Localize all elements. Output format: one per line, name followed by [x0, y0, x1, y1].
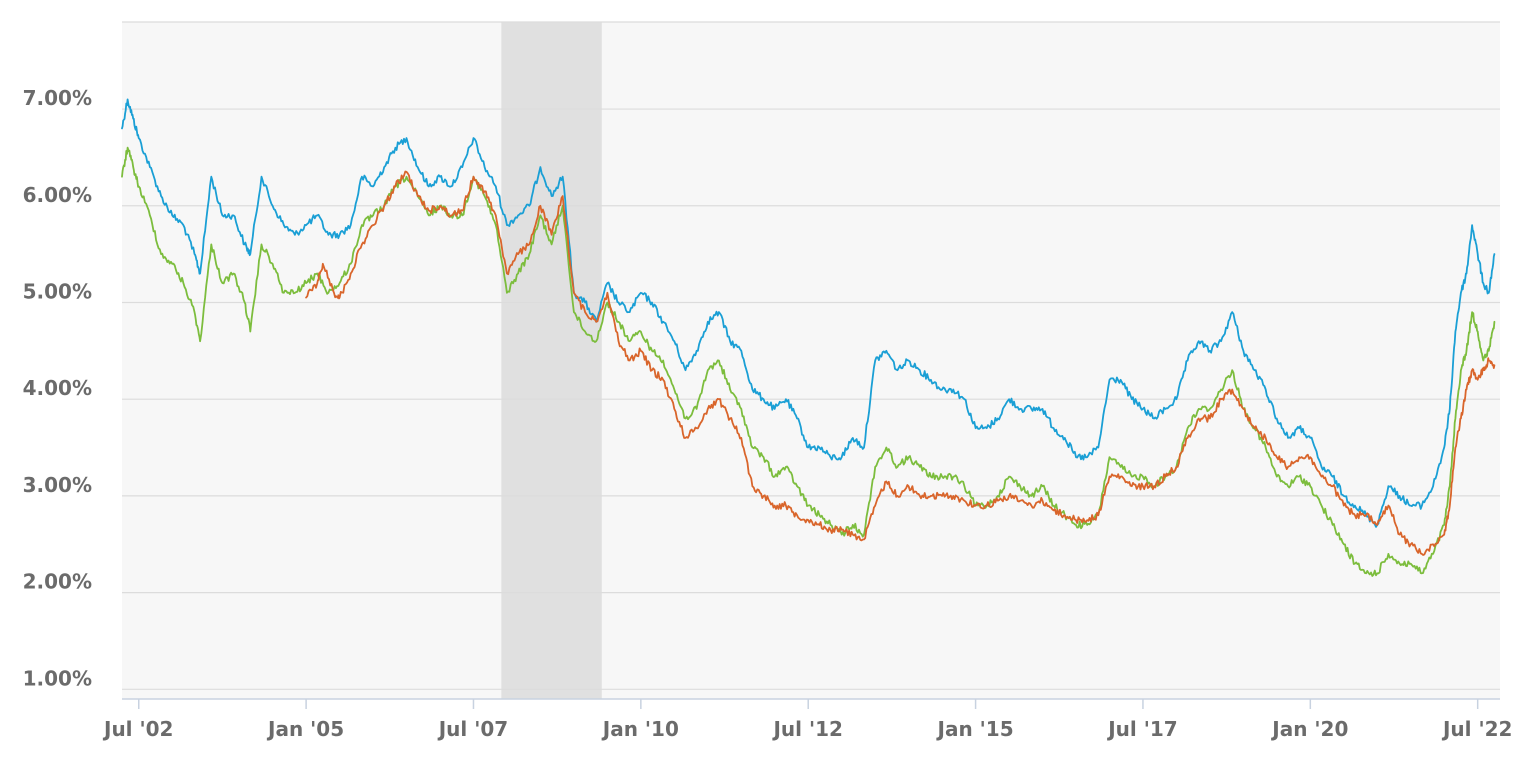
y-tick-label: 4.00% — [23, 376, 92, 400]
x-tick-label: Jul '17 — [1106, 717, 1177, 741]
x-axis-ticks — [137, 699, 1479, 709]
y-axis-labels: 1.00% 2.00% 3.00% 4.00% 5.00% 6.00% 7.00% — [23, 86, 92, 690]
y-tick-label: 7.00% — [23, 86, 92, 110]
y-tick-label: 6.00% — [23, 183, 92, 207]
series-group — [121, 98, 1496, 577]
x-tick-label: Jan '10 — [601, 717, 679, 741]
recession-band — [501, 22, 602, 699]
series-line-1 — [121, 98, 1496, 528]
x-axis-labels: Jul '02 Jan '05 Jul '07 Jan '10 Jul '12 Jan '… — [102, 717, 1512, 741]
y-grid — [122, 21, 1500, 690]
x-tick-label: Jan '20 — [1270, 717, 1348, 741]
x-tick-label: Jan '15 — [936, 717, 1014, 741]
y-tick-label: 5.00% — [23, 279, 92, 303]
plot-background — [122, 22, 1500, 699]
x-tick-label: Jul '12 — [771, 717, 842, 741]
series-line-2 — [121, 146, 1496, 577]
y-tick-label: 1.00% — [23, 666, 92, 690]
series-line-3 — [305, 170, 1496, 556]
x-tick-label: Jul '02 — [102, 717, 173, 741]
x-tick-label: Jul '22 — [1441, 717, 1512, 741]
x-tick-label: Jan '05 — [266, 717, 344, 741]
y-tick-label: 3.00% — [23, 473, 92, 497]
y-tick-label: 2.00% — [23, 570, 92, 594]
x-tick-label: Jul '07 — [437, 717, 508, 741]
